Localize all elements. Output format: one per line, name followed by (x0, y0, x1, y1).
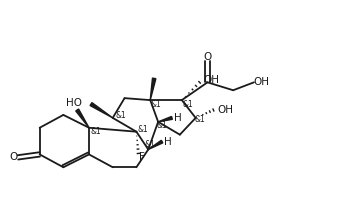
Text: &1: &1 (91, 127, 101, 136)
Polygon shape (76, 109, 89, 128)
Text: F: F (140, 152, 145, 162)
Polygon shape (90, 103, 113, 118)
Text: OH: OH (204, 75, 219, 85)
Text: &1: &1 (115, 111, 126, 120)
Text: HO: HO (66, 98, 82, 108)
Text: H: H (174, 113, 182, 123)
Text: &1: &1 (194, 115, 205, 124)
Text: &1: &1 (138, 125, 149, 134)
Polygon shape (158, 116, 172, 122)
Polygon shape (148, 140, 163, 150)
Text: &1: &1 (151, 100, 161, 109)
Text: H: H (164, 137, 172, 146)
Text: OH: OH (254, 77, 270, 87)
Text: OH: OH (217, 105, 233, 115)
Text: &1: &1 (182, 100, 193, 109)
Text: O: O (203, 52, 212, 62)
Text: &1: &1 (157, 121, 167, 130)
Polygon shape (150, 78, 156, 100)
Text: &1: &1 (145, 140, 156, 149)
Text: O: O (9, 152, 17, 162)
